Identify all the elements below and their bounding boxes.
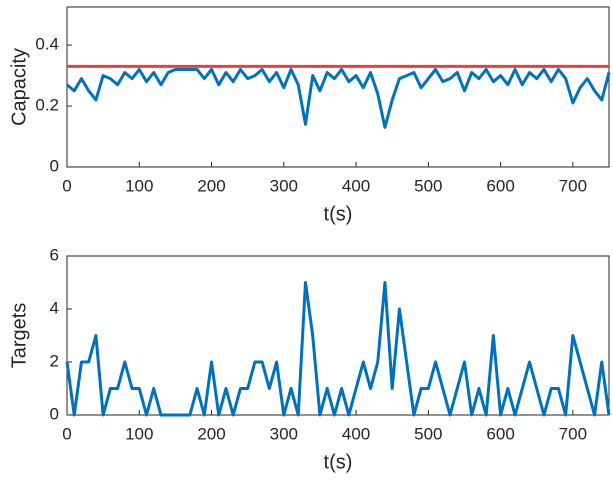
y-tick-label: 4 (50, 298, 59, 317)
x-tick-label: 100 (125, 424, 153, 443)
y-tick-label: 0.2 (35, 96, 59, 115)
y-tick-label: 6 (50, 245, 59, 264)
y-axis-label: Capacity (8, 48, 30, 126)
y-tick-label: 0 (50, 156, 59, 175)
axes-box (66, 255, 610, 416)
axes-box (66, 6, 610, 168)
y-tick-label: 0.4 (35, 35, 59, 54)
y-tick-label: 2 (50, 351, 59, 370)
y-tick-label: 0 (50, 404, 59, 423)
series-line (66, 67, 611, 129)
x-tick-label: 700 (559, 424, 587, 443)
x-tick-label: 0 (62, 176, 71, 195)
x-tick-label: 300 (270, 424, 298, 443)
x-tick-label: 200 (197, 424, 225, 443)
x-tick-label: 700 (559, 176, 587, 195)
x-tick-label: 500 (414, 176, 442, 195)
x-axis-label: t(s) (324, 451, 353, 473)
x-tick-label: 600 (486, 424, 514, 443)
x-tick-label: 0 (62, 424, 71, 443)
x-tick-label: 600 (486, 176, 514, 195)
x-tick-label: 200 (197, 176, 225, 195)
y-axis-label: Targets (8, 303, 30, 369)
x-axis-label: t(s) (324, 203, 353, 225)
x-tick-label: 500 (414, 424, 442, 443)
x-tick-label: 400 (342, 424, 370, 443)
x-tick-label: 300 (270, 176, 298, 195)
x-tick-label: 400 (342, 176, 370, 195)
series-line (65, 281, 611, 417)
x-tick-label: 100 (125, 176, 153, 195)
